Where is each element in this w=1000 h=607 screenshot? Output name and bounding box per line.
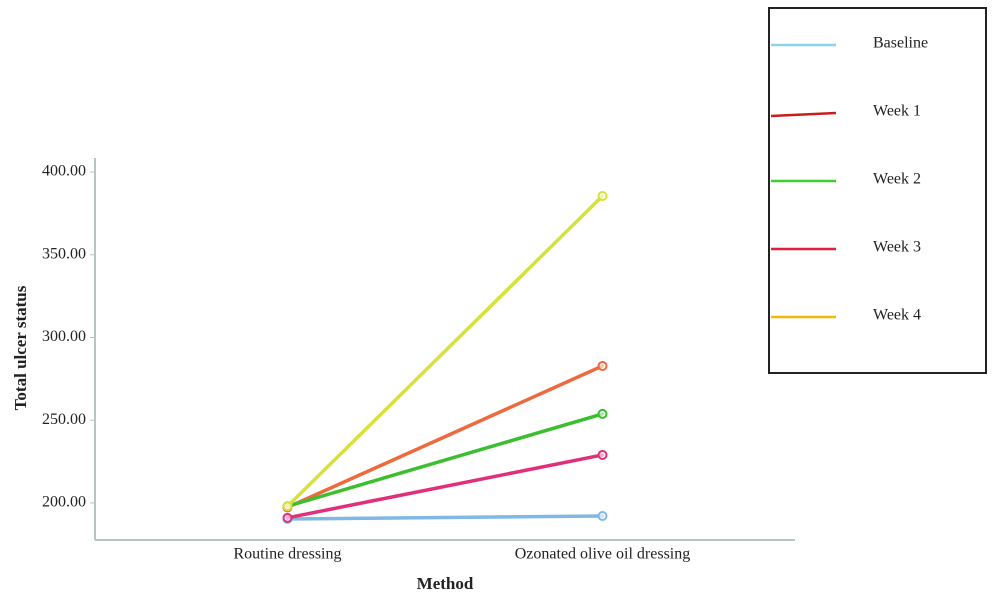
series-line [285, 364, 605, 510]
series-line [285, 412, 605, 508]
point-marker [597, 449, 608, 460]
legend-label: Week 4 [873, 307, 921, 324]
x-tick-label: Routine dressing [234, 546, 342, 563]
y-axis-title: Total ulcer status [11, 285, 30, 410]
legend-box [768, 7, 987, 374]
point-marker [597, 408, 608, 419]
y-tick-label: 200.00 [42, 494, 86, 511]
y-tick-label: 250.00 [42, 411, 86, 428]
series-line [285, 194, 605, 508]
point-marker [597, 511, 608, 522]
legend-label: Week 2 [873, 171, 921, 188]
legend-swatch [770, 111, 837, 118]
x-tick-label: Ozonated olive oil dressing [515, 546, 691, 563]
legend-label: Week 3 [873, 239, 921, 256]
series-line [285, 453, 605, 520]
x-axis-title: Method [417, 574, 474, 593]
y-tick-label: 300.00 [42, 328, 86, 345]
y-tick-label: 350.00 [42, 245, 86, 262]
legend-label: Baseline [873, 35, 928, 52]
y-tick-label: 400.00 [42, 163, 86, 180]
point-marker [597, 191, 608, 202]
series-line [285, 514, 605, 521]
point-marker [282, 512, 293, 523]
point-marker [597, 360, 608, 371]
legend-label: Week 1 [873, 103, 921, 120]
point-marker [282, 501, 293, 512]
